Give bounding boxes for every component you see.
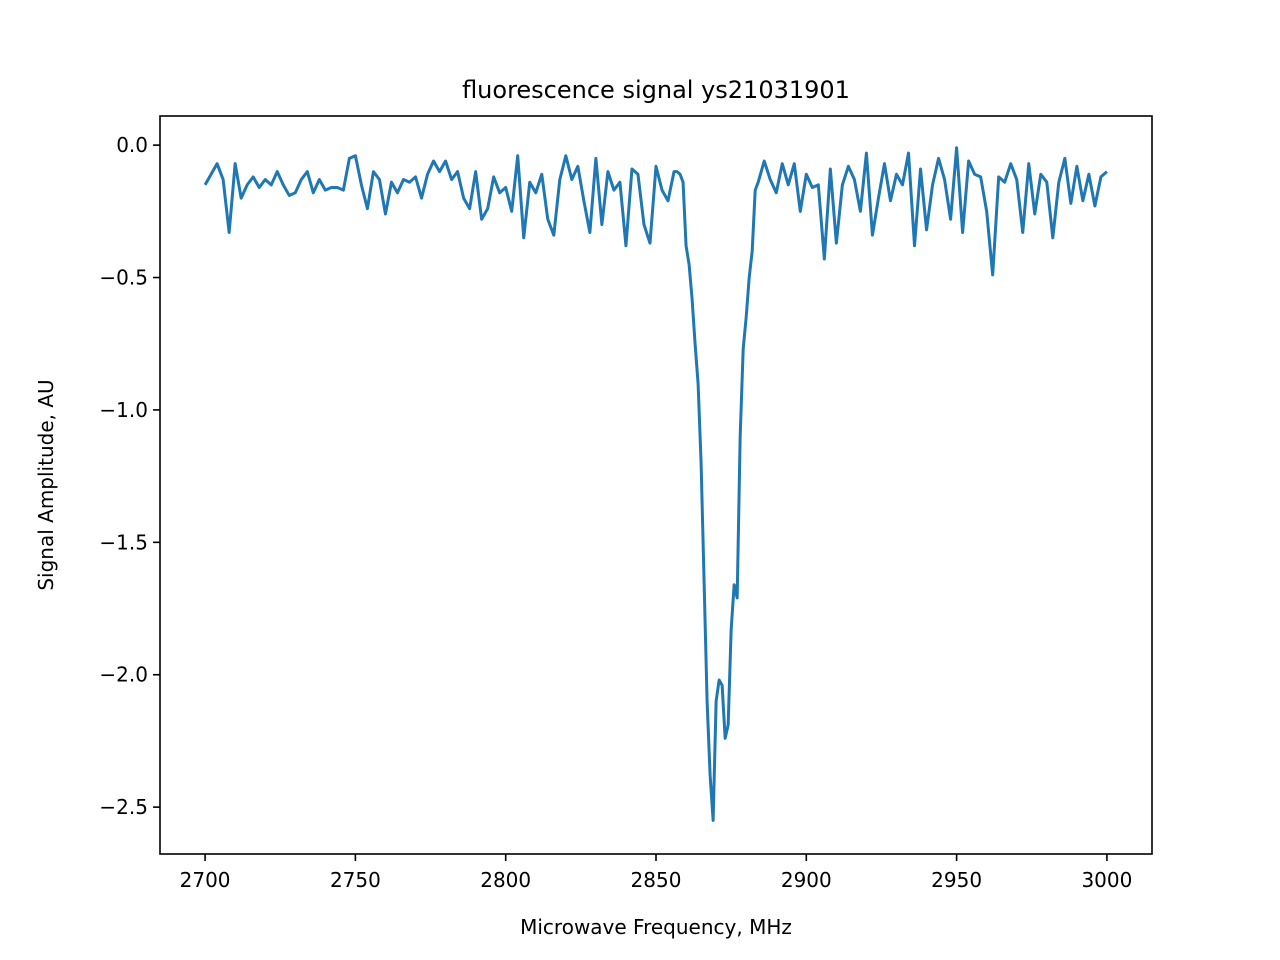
data-line xyxy=(203,146,1108,822)
x-tick-label: 2700 xyxy=(180,868,231,892)
y-tick-label: −2.5 xyxy=(99,795,148,819)
x-tick-label: 2800 xyxy=(480,868,531,892)
plot-frame xyxy=(159,115,1153,855)
chart-title: fluorescence signal ys21031901 xyxy=(462,76,850,104)
y-tick-label: 0.0 xyxy=(116,133,148,157)
y-tick-label: −0.5 xyxy=(99,266,148,290)
x-tick-label: 2750 xyxy=(330,868,381,892)
x-tick-label: 3000 xyxy=(1081,868,1132,892)
y-tick-label: −1.5 xyxy=(99,530,148,554)
y-axis-label: Signal Amplitude, AU xyxy=(34,379,58,590)
x-tick-label: 2950 xyxy=(931,868,982,892)
x-axis-label: Microwave Frequency, MHz xyxy=(520,915,792,939)
y-tick-label: −1.0 xyxy=(99,398,148,422)
x-tick-label: 2850 xyxy=(631,868,682,892)
y-tick-label: −2.0 xyxy=(99,663,148,687)
x-tick-label: 2900 xyxy=(781,868,832,892)
